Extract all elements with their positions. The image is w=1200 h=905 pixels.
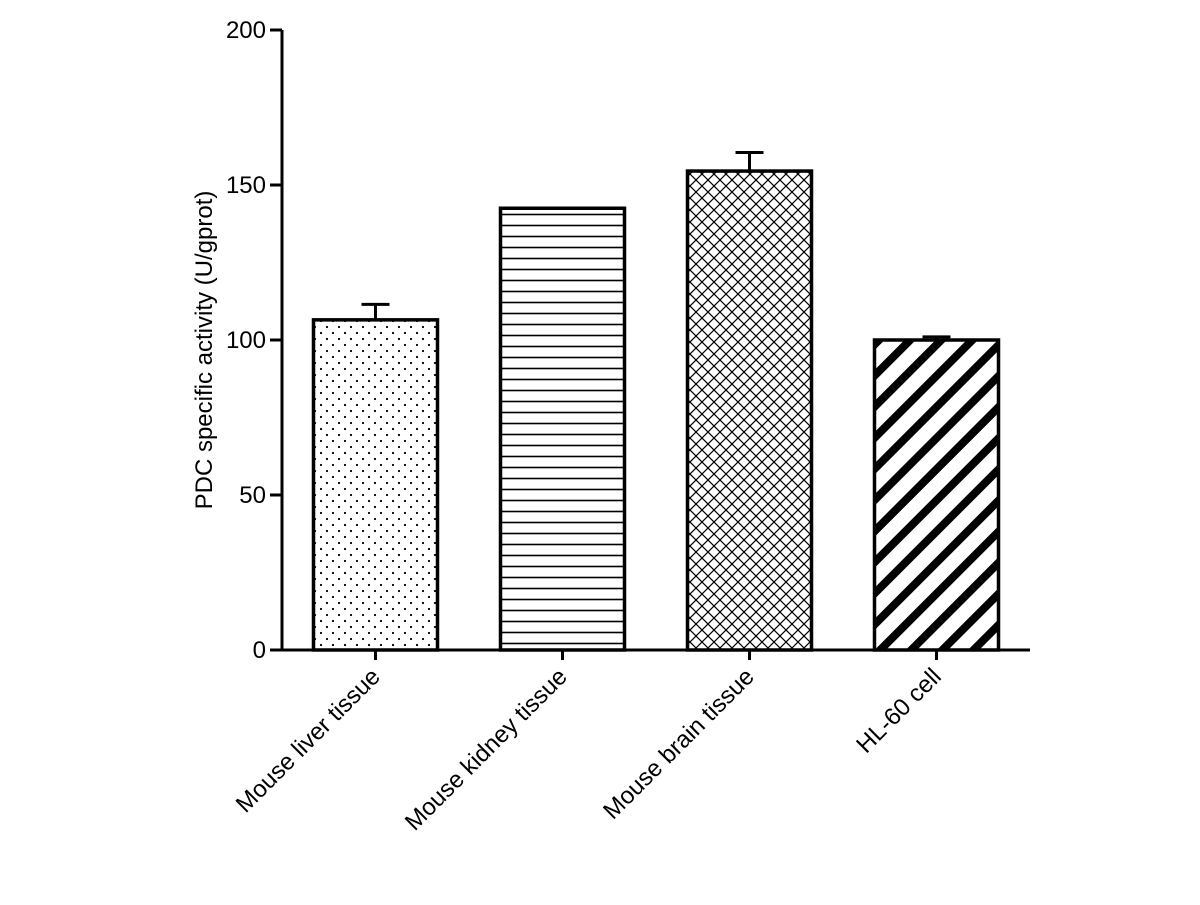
y-ticks: 0 50 100 150 200 (226, 17, 282, 664)
x-tick-labels: Mouse liver tissue Mouse kidney tissue Mou… (231, 650, 947, 836)
bars (311, 150, 1001, 652)
bar-4 (872, 338, 1001, 652)
y-tick-label: 150 (226, 172, 266, 199)
bar-3 (685, 169, 814, 652)
x-tick-label: Mouse kidney tissue (400, 663, 573, 836)
y-tick-label: 50 (239, 482, 266, 509)
x-tick-label: Mouse brain tissue (598, 663, 760, 825)
y-tick-label: 0 (253, 637, 266, 664)
y-tick-label: 100 (226, 327, 266, 354)
y-tick-label: 200 (226, 17, 266, 44)
y-axis-title: PDC specific activity (U/gprot) (191, 191, 218, 510)
x-tick-label: HL-60 cell (851, 663, 946, 758)
bar-2 (498, 206, 627, 652)
bar-1 (311, 318, 440, 652)
x-tick-label: Mouse liver tissue (231, 663, 386, 818)
